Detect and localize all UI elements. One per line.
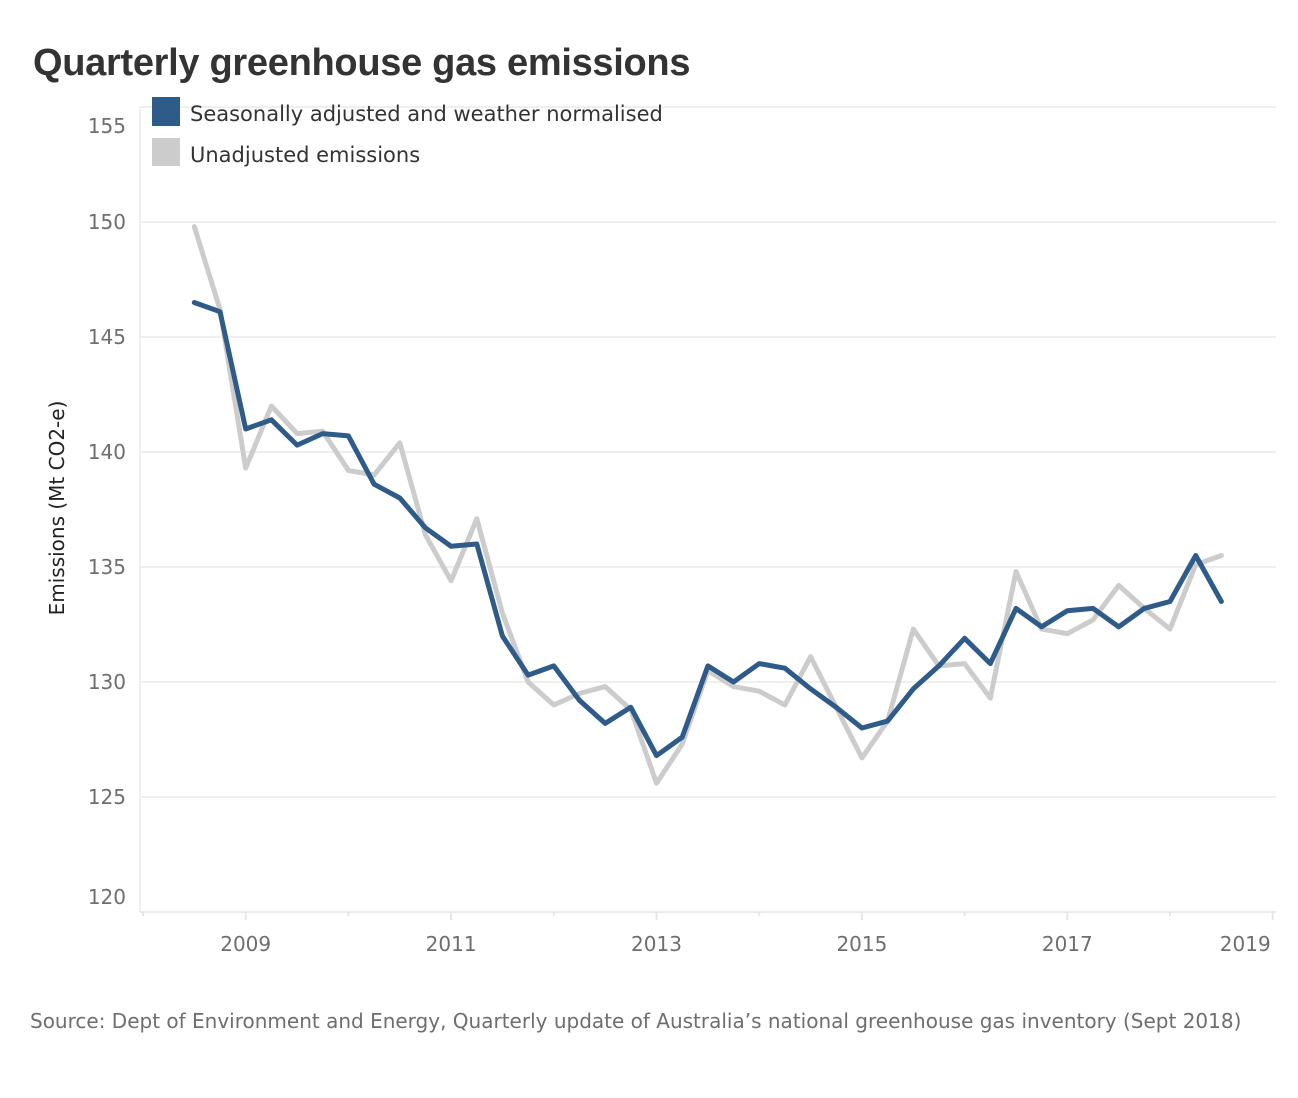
legend-item-unadjusted[interactable]: Unadjusted emissions: [152, 138, 420, 167]
data-points-seasonally-adjusted: [192, 300, 1224, 758]
y-tick-label: 155: [88, 114, 126, 138]
x-tick-label: 2009: [220, 932, 271, 956]
x-tick-label: 2013: [631, 932, 682, 956]
legend-label-unadjusted: Unadjusted emissions: [190, 143, 420, 167]
y-axis-title: Emissions (Mt CO2-e): [45, 401, 69, 616]
y-tick-label: 135: [88, 555, 126, 579]
legend-item-seasonally-adjusted[interactable]: Seasonally adjusted and weather normalis…: [152, 97, 663, 126]
axes: [139, 107, 1276, 913]
y-axis-ticks: 155 150 145 140 135 130 125 120: [88, 114, 126, 909]
x-tick-label: 2011: [426, 932, 477, 956]
y-tick-label: 130: [88, 670, 126, 694]
y-tick-label: 145: [88, 325, 126, 349]
y-tick-label: 120: [88, 885, 126, 909]
x-tick-label: 2019: [1220, 932, 1271, 956]
chart-title: Quarterly greenhouse gas emissions: [33, 42, 691, 84]
legend-swatch-seasonally-adjusted: [152, 97, 180, 126]
series-lines: [191, 224, 1224, 786]
y-tick-label: 125: [88, 785, 126, 809]
data-points-unadjusted: [192, 224, 1224, 786]
series-line-seasonally-adjusted[interactable]: [191, 300, 1224, 759]
y-tick-label: 150: [88, 210, 126, 234]
source-note: Source: Dept of Environment and Energy, …: [30, 1009, 1242, 1033]
series-line-unadjusted[interactable]: [191, 224, 1224, 786]
y-tick-label: 140: [88, 440, 126, 464]
gridlines: [140, 106, 1276, 913]
x-axis-ticks: 2009 2011 2013 2015 2017 2019: [142, 912, 1274, 956]
legend-swatch-unadjusted: [152, 138, 180, 166]
x-tick-label: 2015: [836, 932, 887, 956]
x-tick-label: 2017: [1042, 932, 1093, 956]
legend-label-seasonally-adjusted: Seasonally adjusted and weather normalis…: [190, 102, 663, 126]
legend: Seasonally adjusted and weather normalis…: [152, 97, 663, 167]
